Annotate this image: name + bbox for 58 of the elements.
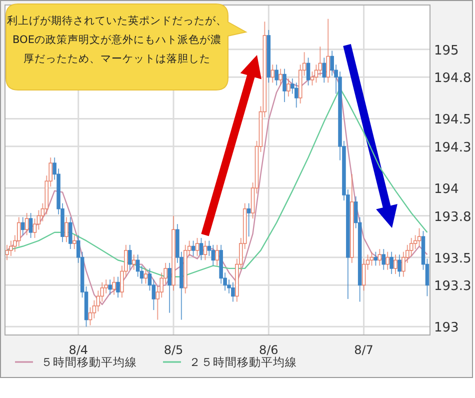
legend-label: ５時間移動平均線 <box>41 355 137 369</box>
candlestick <box>386 251 390 270</box>
candlestick <box>128 244 132 270</box>
candlestick <box>116 276 120 298</box>
candlestick <box>278 68 282 86</box>
candlestick <box>168 262 172 314</box>
candlestick <box>199 237 204 261</box>
candlestick <box>246 202 251 238</box>
x-tick-label: 8/6 <box>258 343 278 357</box>
candlestick <box>211 244 216 266</box>
candlestick <box>191 240 196 256</box>
candlestick <box>203 240 208 261</box>
candlestick <box>132 254 136 270</box>
candlestick <box>306 57 310 86</box>
y-tick-label: 193.3 <box>434 279 472 294</box>
y-tick-label: 194.5 <box>434 112 472 128</box>
candlestick <box>417 228 422 247</box>
candlestick <box>362 258 366 292</box>
candlestick <box>282 68 286 103</box>
y-tick-label: 194.3 <box>434 140 472 156</box>
y-tick-label: 193 <box>434 320 459 336</box>
y-tick-label: 195 <box>434 43 459 58</box>
candlestick <box>390 251 394 274</box>
y-tick-label: 193.8 <box>434 210 472 225</box>
candlestick <box>270 64 274 84</box>
candlestick <box>398 254 402 278</box>
legend-label: ２５時間移動平均線 <box>189 355 297 369</box>
candlestick <box>326 18 330 84</box>
candlestick <box>24 212 29 236</box>
candlestick <box>136 254 140 278</box>
candlestick <box>28 212 33 238</box>
x-tick-label: 8/4 <box>68 343 88 357</box>
candlestick <box>20 216 25 236</box>
candlestick <box>378 248 382 266</box>
candlestick <box>382 248 386 270</box>
candlestick <box>394 254 398 274</box>
candlestick <box>108 279 112 296</box>
candlestick <box>374 251 378 266</box>
candlestick <box>195 237 200 256</box>
candlestick <box>370 251 374 266</box>
candlestick <box>144 268 148 284</box>
candlestick <box>294 82 298 108</box>
x-tick-label: 8/7 <box>354 343 374 357</box>
y-tick-label: 194.8 <box>434 71 472 86</box>
x-tick-label: 8/5 <box>164 343 184 357</box>
y-tick-label: 194 <box>434 182 459 198</box>
candlestick <box>274 64 278 86</box>
candlestick <box>64 216 68 243</box>
candlestick <box>112 276 116 296</box>
candlestick <box>68 216 72 250</box>
candlestick <box>72 234 76 250</box>
candlestick <box>322 57 326 84</box>
y-tick-label: 193.5 <box>434 251 472 266</box>
candlestick <box>231 282 235 302</box>
candlestick <box>318 46 322 76</box>
annotation: 利上げが期待されていた英ポンドだったが、BOEの政策声明文が意外にもハト派色が濃厚だったため、マーケットは落胆した <box>7 14 227 65</box>
candlestick <box>215 244 219 266</box>
candlestick <box>286 78 290 98</box>
